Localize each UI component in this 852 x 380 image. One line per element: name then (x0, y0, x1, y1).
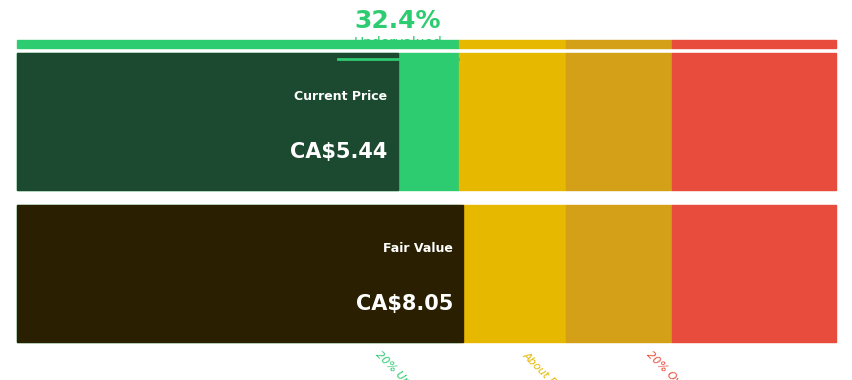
Bar (17, 40, 458, 48)
Bar (17, 205, 458, 342)
Bar (458, 205, 565, 342)
Bar (458, 53, 565, 190)
Text: Fair Value: Fair Value (383, 242, 452, 255)
Bar (565, 53, 671, 190)
Bar (458, 40, 565, 48)
Text: 20% Undervalued: 20% Undervalued (372, 350, 450, 380)
Bar (565, 40, 671, 48)
Bar (671, 40, 835, 48)
Text: 20% Overvalued: 20% Overvalued (644, 350, 717, 380)
Bar (17, 205, 463, 342)
Bar (17, 53, 397, 190)
Bar (17, 53, 458, 190)
Text: Undervalued: Undervalued (353, 36, 441, 50)
Text: Current Price: Current Price (294, 90, 387, 103)
Bar (671, 53, 835, 190)
Bar (671, 205, 835, 342)
Text: CA$5.44: CA$5.44 (290, 142, 387, 162)
Text: About Right: About Right (521, 350, 574, 380)
Bar (565, 205, 671, 342)
Text: CA$8.05: CA$8.05 (355, 294, 452, 314)
Text: 32.4%: 32.4% (354, 10, 440, 33)
